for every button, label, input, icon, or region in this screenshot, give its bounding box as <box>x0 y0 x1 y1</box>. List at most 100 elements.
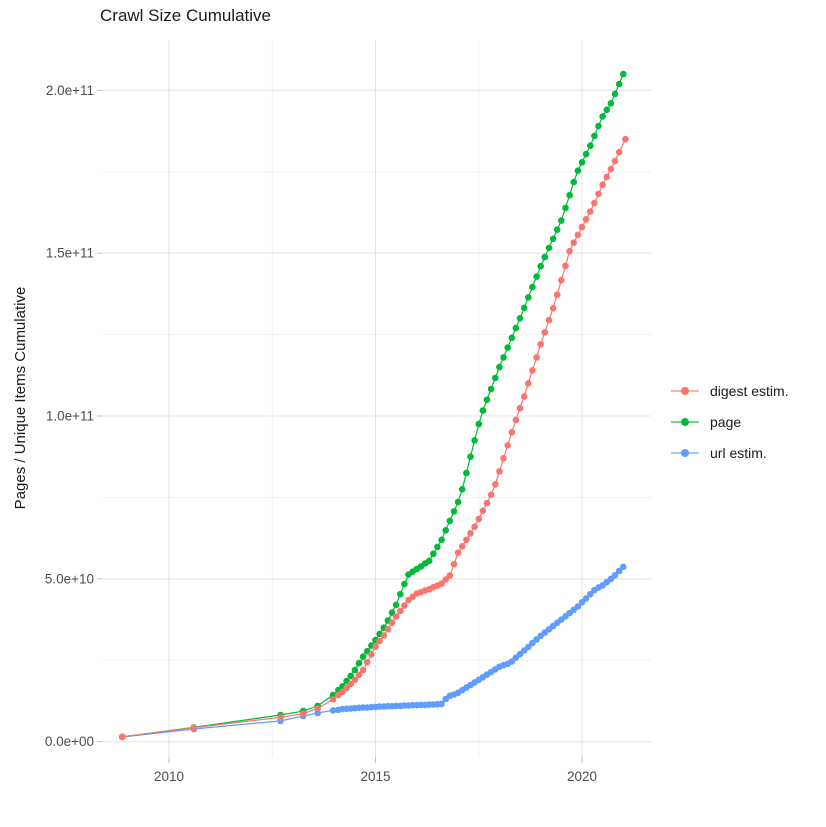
data-point <box>492 481 499 488</box>
data-point <box>434 543 441 551</box>
data-point <box>595 122 602 130</box>
data-point <box>392 601 400 609</box>
data-point <box>442 527 450 534</box>
data-point <box>574 603 582 610</box>
data-point <box>388 609 396 616</box>
data-point <box>355 659 363 667</box>
data-point <box>446 572 454 579</box>
data-point <box>454 498 462 506</box>
legend-label: digest estim. <box>710 383 789 399</box>
data-point <box>384 626 392 633</box>
legend-label: page <box>710 414 742 430</box>
data-point <box>190 724 198 731</box>
data-point <box>454 549 462 557</box>
data-point <box>607 165 615 173</box>
data-point <box>339 688 346 696</box>
data-point <box>574 167 582 174</box>
data-point <box>558 217 565 224</box>
chart-title: Crawl Size Cumulative <box>100 6 271 25</box>
data-point <box>450 560 458 568</box>
data-point <box>483 396 491 404</box>
data-point <box>343 684 350 692</box>
data-point <box>438 536 445 544</box>
data-point <box>504 344 512 351</box>
data-point <box>504 442 512 449</box>
legend: digest estim. page url estim. <box>670 381 789 474</box>
data-point <box>520 393 528 400</box>
data-point <box>570 178 577 186</box>
data-point <box>525 294 532 301</box>
data-point <box>368 651 375 658</box>
data-point <box>329 696 337 703</box>
data-point <box>492 374 499 382</box>
data-point <box>508 658 516 665</box>
data-point <box>388 619 396 627</box>
data-point <box>537 341 544 348</box>
data-point <box>562 204 569 212</box>
legend-item-url-estim: url estim. <box>670 443 789 463</box>
data-point <box>458 486 466 493</box>
series-digest-estim <box>119 135 629 741</box>
data-point <box>359 653 367 660</box>
data-point <box>475 420 483 428</box>
data-point <box>591 132 598 140</box>
data-point <box>458 543 466 550</box>
y-tick-label: 5.0e+10 <box>45 571 94 586</box>
data-point <box>471 437 478 444</box>
data-point <box>595 190 602 198</box>
data-point <box>479 507 487 515</box>
data-point <box>578 159 586 166</box>
data-point <box>615 567 623 575</box>
data-point <box>615 148 623 156</box>
legend-item-page: page <box>670 412 789 432</box>
data-point <box>570 239 577 246</box>
data-point <box>549 304 557 312</box>
data-point <box>471 523 478 530</box>
data-point <box>591 199 598 207</box>
data-point <box>533 354 540 361</box>
data-point <box>512 324 520 332</box>
data-point <box>599 181 606 189</box>
data-point <box>463 469 470 477</box>
x-tick-label: 2015 <box>360 769 390 784</box>
data-point <box>578 599 586 606</box>
data-point <box>508 334 516 342</box>
data-point <box>533 273 540 280</box>
data-point <box>372 643 379 650</box>
data-point <box>347 680 355 688</box>
data-point <box>425 557 433 565</box>
data-point <box>615 80 623 88</box>
data-point <box>351 666 359 674</box>
data-point <box>479 407 487 414</box>
data-point <box>566 191 573 199</box>
legend-key-url-icon <box>671 449 699 457</box>
data-point <box>397 607 404 615</box>
data-point <box>463 536 470 544</box>
data-point <box>537 262 544 270</box>
data-point <box>351 676 359 684</box>
data-point <box>622 135 629 143</box>
data-point <box>359 666 367 674</box>
data-point <box>450 508 458 515</box>
series-url-estim <box>119 563 627 741</box>
data-point <box>582 216 590 223</box>
x-tick-label: 2020 <box>567 769 597 784</box>
legend-key-digest-icon <box>671 387 699 395</box>
data-point <box>347 672 355 680</box>
data-point <box>603 173 611 181</box>
data-point <box>599 113 606 120</box>
data-point <box>566 247 573 255</box>
data-point <box>620 70 627 78</box>
data-point <box>582 595 590 602</box>
series-line <box>122 73 624 738</box>
data-point <box>392 613 400 620</box>
data-point <box>277 714 284 721</box>
data-point <box>541 253 549 261</box>
data-point <box>516 404 524 412</box>
series-line <box>122 138 626 738</box>
data-point <box>587 590 594 598</box>
data-point <box>611 157 619 165</box>
legend-key-page-icon <box>671 418 699 426</box>
data-point <box>496 363 503 371</box>
y-tick-label: 2.0e+11 <box>46 83 94 98</box>
